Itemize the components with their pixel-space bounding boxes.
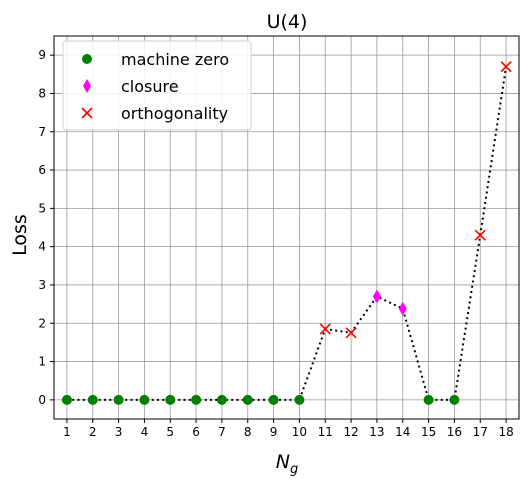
- x-tick-label: 12: [343, 425, 358, 439]
- x-tick-label: 4: [141, 425, 149, 439]
- data-point-closure: [398, 301, 407, 316]
- legend-label: orthogonality: [121, 104, 228, 123]
- x-tick-label: 2: [89, 425, 97, 439]
- x-tick-label: 14: [395, 425, 410, 439]
- data-point-machine-zero: [294, 394, 305, 405]
- y-tick-label: 0: [38, 393, 46, 407]
- y-tick-label: 9: [38, 48, 46, 62]
- y-axis-label: Loss: [9, 214, 31, 256]
- x-tick-label: 9: [270, 425, 278, 439]
- legend-marker-machine-zero: [82, 54, 92, 64]
- legend-marker-orthogonality: [81, 107, 93, 119]
- legend: machine zero closure orthogonality: [62, 40, 252, 131]
- data-point-machine-zero: [87, 394, 98, 405]
- chart-title: U(4): [267, 11, 308, 33]
- data-point-machine-zero: [191, 394, 202, 405]
- data-point-machine-zero: [242, 394, 253, 405]
- x-tick-label: 6: [192, 425, 200, 439]
- data-point-machine-zero: [268, 394, 279, 405]
- y-tick-label: 1: [38, 355, 46, 369]
- data-point-closure: [372, 289, 381, 304]
- data-point-machine-zero: [216, 394, 227, 405]
- x-tick-label: 1: [63, 425, 71, 439]
- x-tick-label: 10: [292, 425, 307, 439]
- y-axis-ticks: 0 1 2 3 4 5 6 7 8 9: [38, 48, 54, 407]
- y-tick-label: 8: [38, 86, 46, 100]
- x-axis-ticks: 1 2 3 4 5 6 7 8 9 10 11 12 13 14 15 16 17 18: [63, 419, 514, 439]
- data-point-machine-zero: [423, 394, 434, 405]
- data-point-orthogonality: [345, 327, 357, 339]
- y-tick-label: 3: [38, 278, 46, 292]
- data-point-machine-zero: [449, 394, 460, 405]
- legend-label: closure: [121, 77, 179, 96]
- legend-label: machine zero: [121, 50, 229, 69]
- x-tick-label: 13: [369, 425, 384, 439]
- x-tick-label: 16: [447, 425, 462, 439]
- legend-marker-closure: [83, 79, 91, 93]
- data-point-machine-zero: [61, 394, 72, 405]
- data-point-orthogonality: [500, 61, 512, 73]
- data-point-orthogonality: [474, 229, 486, 241]
- x-tick-label: 11: [318, 425, 333, 439]
- y-tick-label: 7: [38, 125, 46, 139]
- data-point-orthogonality: [319, 323, 331, 335]
- x-tick-label: 8: [244, 425, 252, 439]
- x-tick-label: 3: [115, 425, 123, 439]
- data-markers: [61, 61, 512, 405]
- data-point-machine-zero: [113, 394, 124, 405]
- x-tick-label: 7: [218, 425, 226, 439]
- y-tick-label: 4: [38, 240, 46, 254]
- y-tick-label: 6: [38, 163, 46, 177]
- x-axis-label: Ng: [276, 451, 298, 477]
- plot-frame: [53, 35, 520, 420]
- y-tick-label: 2: [38, 316, 46, 330]
- data-point-machine-zero: [165, 394, 176, 405]
- x-tick-label: 17: [473, 425, 488, 439]
- x-tick-label: 15: [421, 425, 436, 439]
- x-tick-label: 5: [166, 425, 174, 439]
- y-tick-label: 5: [38, 201, 46, 215]
- x-tick-label: 18: [498, 425, 513, 439]
- legend-box: [62, 40, 252, 131]
- data-point-machine-zero: [139, 394, 150, 405]
